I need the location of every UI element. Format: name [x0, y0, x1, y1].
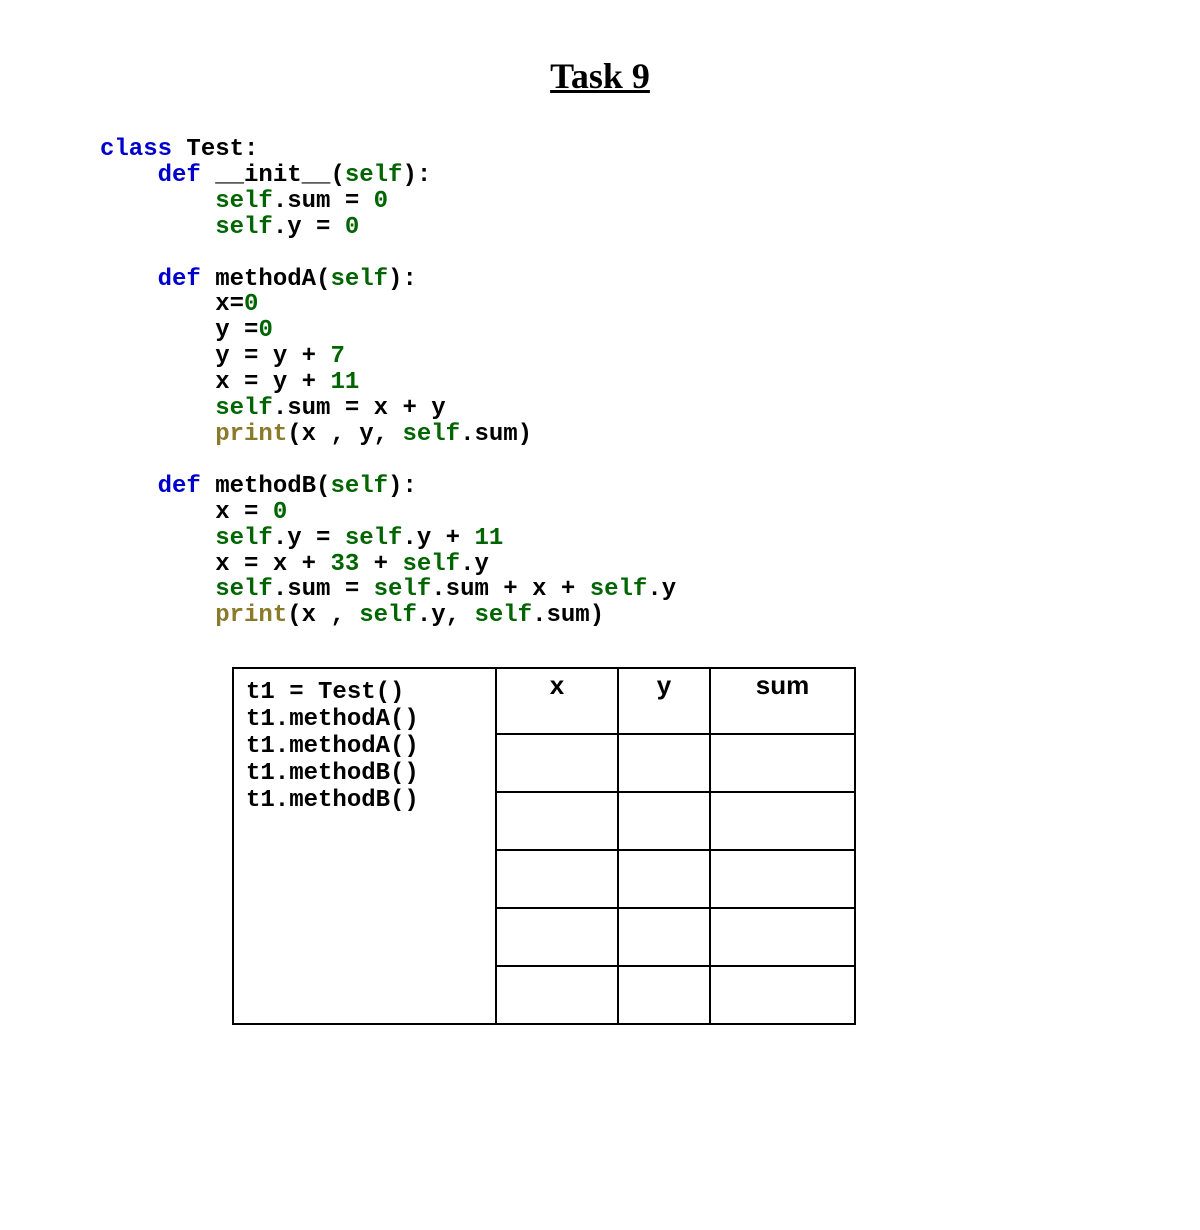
- col-header-x: x: [496, 668, 618, 734]
- trace-table-wrap: t1 = Test() t1.methodA() t1.methodA() t1…: [232, 667, 1200, 1025]
- code-block: class Test: def __init__(self): self.sum…: [100, 137, 1200, 629]
- trace-table: t1 = Test() t1.methodA() t1.methodA() t1…: [232, 667, 856, 1025]
- cell-y: [618, 792, 710, 850]
- cell-y: [618, 850, 710, 908]
- cell-y: [618, 908, 710, 966]
- cell-y: [618, 966, 710, 1024]
- col-header-y: y: [618, 668, 710, 734]
- col-header-sum: sum: [710, 668, 855, 734]
- cell-sum: [710, 734, 855, 792]
- driver-code-cell: t1 = Test() t1.methodA() t1.methodA() t1…: [233, 668, 496, 1024]
- cell-x: [496, 734, 618, 792]
- cell-sum: [710, 966, 855, 1024]
- page: Task 9 class Test: def __init__(self): s…: [0, 0, 1200, 1230]
- cell-sum: [710, 908, 855, 966]
- cell-x: [496, 966, 618, 1024]
- cell-x: [496, 792, 618, 850]
- cell-x: [496, 850, 618, 908]
- cell-x: [496, 908, 618, 966]
- page-title: Task 9: [0, 55, 1200, 97]
- cell-sum: [710, 850, 855, 908]
- table-header-row: t1 = Test() t1.methodA() t1.methodA() t1…: [233, 668, 855, 734]
- cell-sum: [710, 792, 855, 850]
- cell-y: [618, 734, 710, 792]
